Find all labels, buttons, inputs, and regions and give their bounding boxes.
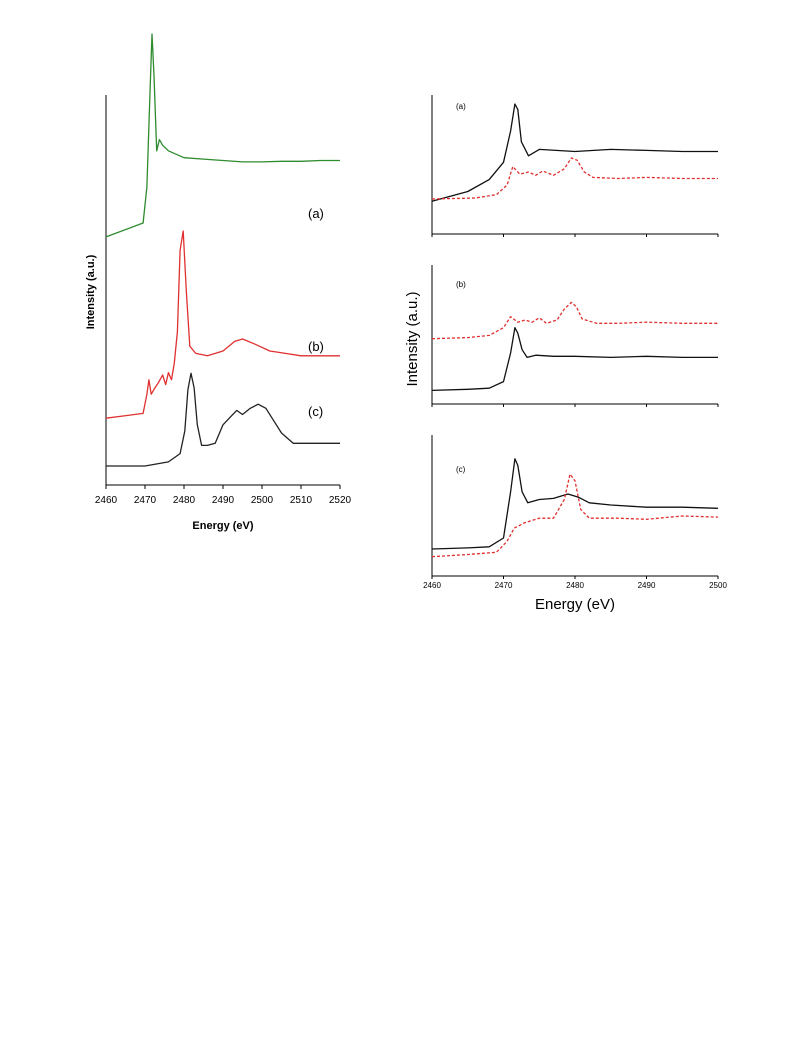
right-x-tick-label: 2500 <box>709 581 727 590</box>
left-chart: 2460 2470 2480 2490 2500 2510 2520 (a) (b) (c)… <box>85 33 352 532</box>
right-panels <box>431 95 719 579</box>
right-panel-c-solid-line <box>431 458 719 550</box>
left-curve-label-b: (b) <box>308 339 324 354</box>
left-y-axis-title: Intensity (a.u.) <box>85 254 97 329</box>
right-x-tick-label: 2460 <box>423 581 441 590</box>
right-panel-a-dashed-line <box>431 157 718 200</box>
right-panel-b-solid-line <box>431 327 718 392</box>
left-x-tick-label: 2510 <box>290 495 313 506</box>
right-panel-c-dashed-line <box>431 473 719 558</box>
left-x-ticks: 2460 2470 2480 2490 2500 2510 2520 <box>95 485 352 506</box>
left-curve-label-c: (c) <box>308 404 323 419</box>
left-series-group <box>105 33 340 467</box>
right-x-tick-label: 2490 <box>638 581 656 590</box>
right-panel-label-b: (b) <box>456 280 466 289</box>
right-panel-label-a: (a) <box>456 102 466 111</box>
right-panel-a-solid-line <box>431 103 718 202</box>
right-panel-b-dashed-line <box>431 301 718 340</box>
right-y-axis-title: Intensity (a.u.) <box>404 291 421 386</box>
left-x-axis-title: Energy (eV) <box>192 520 253 532</box>
left-series-line-c <box>106 372 340 467</box>
left-x-tick-label: 2500 <box>251 495 274 506</box>
left-curve-label-a: (a) <box>308 206 324 221</box>
left-x-tick-label: 2520 <box>329 495 352 506</box>
right-x-tick-label: 2480 <box>566 581 584 590</box>
left-x-tick-label: 2490 <box>212 495 235 506</box>
left-x-tick-label: 2470 <box>134 495 157 506</box>
right-x-ticks: 2460 2470 2480 2490 2500 <box>423 581 727 590</box>
left-series-line-a <box>105 33 340 238</box>
right-panel-label-c: (c) <box>456 465 466 474</box>
left-x-tick-label: 2460 <box>95 495 118 506</box>
right-x-axis-title: Energy (eV) <box>535 596 615 613</box>
right-chart: 2460 2470 2480 2490 2500 (a) (b) (c) Energy … <box>404 95 727 613</box>
right-panel-c <box>431 435 719 579</box>
right-panel-a <box>431 95 719 237</box>
left-x-tick-label: 2480 <box>173 495 196 506</box>
right-panel-b <box>431 265 719 407</box>
right-x-tick-label: 2470 <box>495 581 513 590</box>
left-series-line-b <box>105 230 340 419</box>
